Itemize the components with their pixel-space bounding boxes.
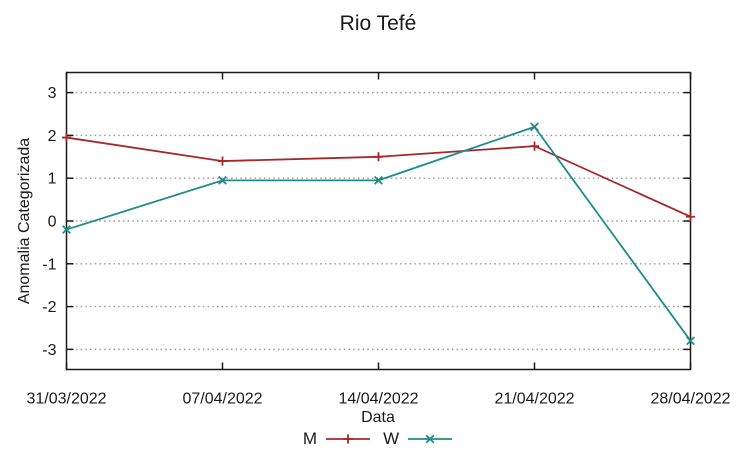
series-M-marker	[529, 141, 540, 151]
series-W-marker	[218, 175, 227, 185]
y-tick-label: 1	[48, 171, 57, 188]
y-tick-label: -3	[42, 342, 56, 359]
series-M-marker	[685, 212, 696, 222]
legend-sample-marker	[343, 434, 353, 444]
y-tick-label: -2	[42, 299, 56, 316]
series-M-marker	[61, 132, 72, 143]
series-W-marker	[374, 175, 383, 185]
plot-border	[65, 71, 692, 371]
x-tick-label: 07/04/2022	[182, 391, 262, 408]
legend-item-M: M	[303, 429, 371, 449]
legend-sample-W	[408, 434, 453, 444]
series-W-marker	[62, 225, 71, 234]
legend-sample-marker	[425, 434, 435, 444]
x-tick-label: 31/03/2022	[26, 391, 106, 408]
chart-title: Rio Tefé	[339, 12, 417, 35]
legend-label: M	[302, 429, 318, 448]
x-tick-label: 28/04/2022	[650, 391, 730, 408]
x-tick-label: 21/04/2022	[494, 391, 574, 408]
y-tick-label: 0	[48, 214, 57, 231]
y-tick-label: 2	[48, 128, 57, 145]
legend-item-W: W	[383, 429, 453, 449]
series-M-marker	[373, 152, 384, 162]
y-tick-label: -1	[42, 256, 56, 273]
x-axis-title: Data	[361, 409, 395, 426]
x-tick-label: 14/04/2022	[338, 391, 418, 408]
series-M-marker	[217, 156, 228, 166]
series-W-marker	[686, 336, 695, 346]
legend-sample-M	[326, 434, 371, 444]
series-W-marker	[530, 122, 539, 132]
y-tick-label: 3	[48, 85, 57, 102]
series-M-line	[66, 136, 691, 218]
legend-label: W	[383, 429, 400, 448]
